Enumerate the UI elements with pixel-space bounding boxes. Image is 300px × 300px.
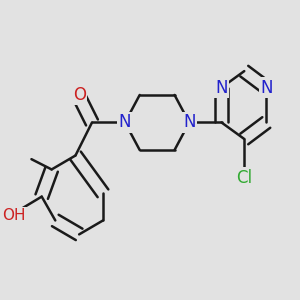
Text: OH: OH [2,208,26,223]
Text: N: N [260,79,272,97]
Text: N: N [183,113,196,131]
Text: O: O [73,86,85,104]
Text: Cl: Cl [236,169,252,187]
Text: N: N [119,113,131,131]
Text: N: N [215,79,228,97]
